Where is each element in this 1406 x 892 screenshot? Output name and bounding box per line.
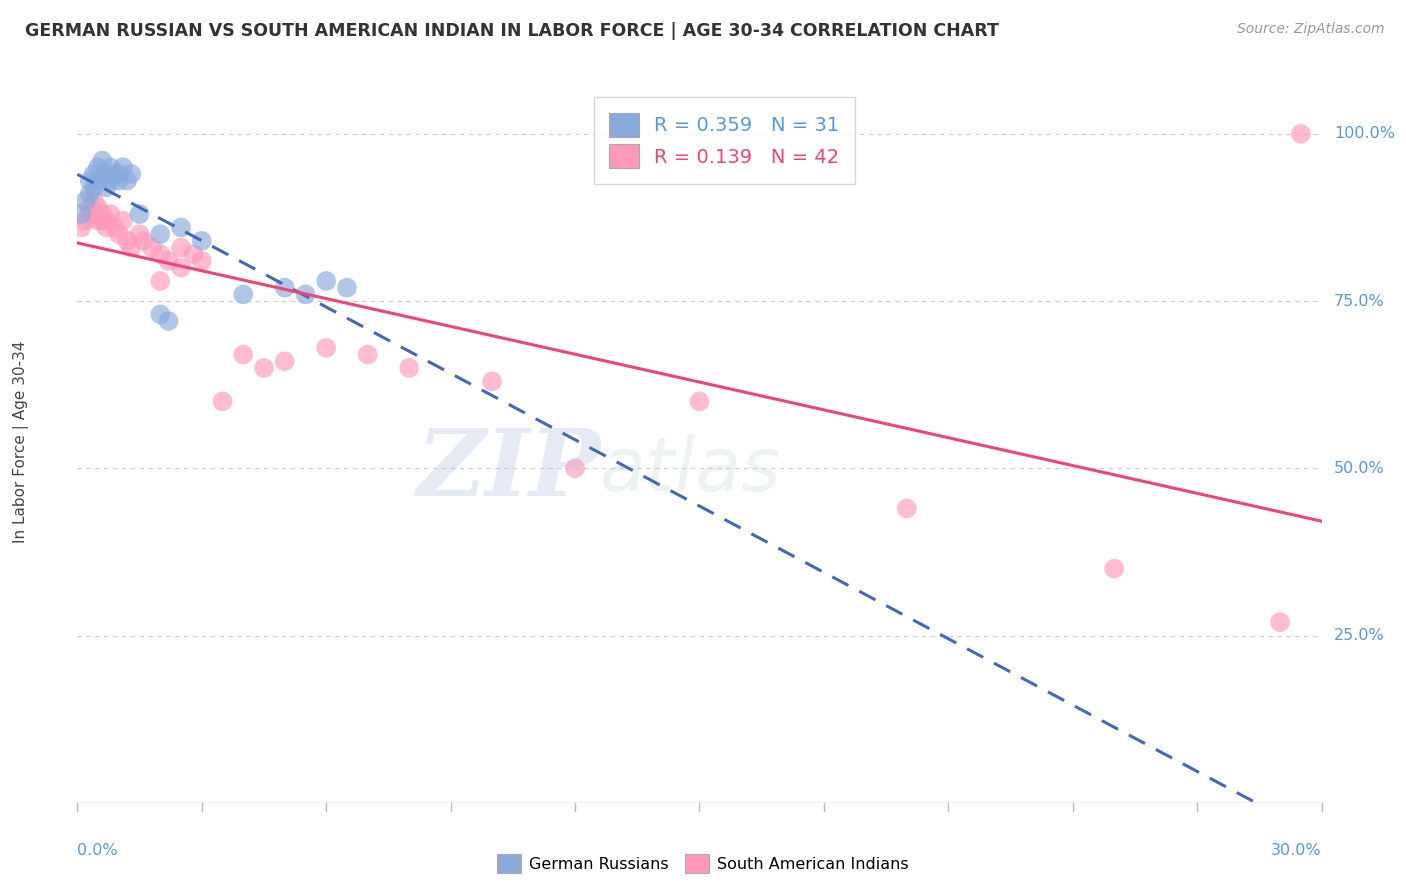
Point bbox=[100, 207, 122, 221]
Point bbox=[75, 214, 97, 228]
Point bbox=[111, 161, 134, 175]
Point bbox=[79, 207, 101, 221]
Point bbox=[120, 167, 142, 181]
Point bbox=[157, 314, 180, 328]
Point bbox=[273, 281, 295, 295]
Text: In Labor Force | Age 30-34: In Labor Force | Age 30-34 bbox=[13, 340, 30, 543]
Point bbox=[100, 173, 122, 188]
Point bbox=[183, 247, 205, 261]
Point bbox=[128, 207, 150, 221]
Point bbox=[87, 173, 110, 188]
Point bbox=[132, 234, 155, 248]
Point bbox=[83, 207, 105, 221]
Point bbox=[104, 220, 127, 235]
Point bbox=[91, 167, 114, 181]
Point bbox=[336, 281, 359, 295]
Point bbox=[75, 194, 97, 208]
Point bbox=[149, 227, 172, 242]
Point bbox=[107, 227, 129, 242]
Point bbox=[1268, 615, 1291, 630]
Point bbox=[79, 201, 101, 215]
Point bbox=[357, 348, 380, 362]
Point bbox=[83, 194, 105, 208]
Point bbox=[149, 247, 172, 261]
Point bbox=[149, 274, 172, 288]
Point bbox=[107, 173, 129, 188]
Point bbox=[96, 214, 118, 228]
Text: atlas: atlas bbox=[600, 434, 782, 507]
Text: 100.0%: 100.0% bbox=[1334, 127, 1395, 141]
Point bbox=[294, 287, 316, 301]
Point bbox=[87, 161, 110, 175]
Point bbox=[190, 234, 214, 248]
Point bbox=[87, 214, 110, 228]
Text: 30.0%: 30.0% bbox=[1271, 843, 1322, 858]
Point bbox=[96, 180, 118, 194]
Point bbox=[315, 341, 337, 355]
Point bbox=[87, 201, 110, 215]
Point bbox=[115, 234, 138, 248]
Point bbox=[111, 214, 134, 228]
Point bbox=[91, 153, 114, 168]
Text: ZIP: ZIP bbox=[416, 425, 600, 516]
Point bbox=[83, 180, 105, 194]
Point bbox=[689, 394, 711, 409]
Point bbox=[149, 307, 172, 322]
Point bbox=[79, 173, 101, 188]
Text: 0.0%: 0.0% bbox=[77, 843, 118, 858]
Point bbox=[170, 241, 193, 255]
Point bbox=[79, 187, 101, 202]
Point bbox=[70, 220, 93, 235]
Point bbox=[100, 161, 122, 175]
Point bbox=[107, 167, 129, 181]
Point bbox=[83, 167, 105, 181]
Point bbox=[104, 167, 127, 181]
Text: Source: ZipAtlas.com: Source: ZipAtlas.com bbox=[1237, 22, 1385, 37]
Point bbox=[232, 348, 254, 362]
Point bbox=[253, 361, 276, 376]
Point bbox=[170, 260, 193, 275]
Point bbox=[564, 461, 586, 475]
Text: 50.0%: 50.0% bbox=[1334, 461, 1385, 475]
Point bbox=[115, 173, 138, 188]
Point bbox=[211, 394, 233, 409]
Legend: R = 0.359   N = 31, R = 0.139   N = 42: R = 0.359 N = 31, R = 0.139 N = 42 bbox=[593, 97, 855, 184]
Point bbox=[896, 501, 918, 516]
Point bbox=[70, 207, 93, 221]
Legend: German Russians, South American Indians: German Russians, South American Indians bbox=[491, 847, 915, 880]
Point bbox=[91, 214, 114, 228]
Text: 75.0%: 75.0% bbox=[1334, 293, 1385, 309]
Point bbox=[273, 354, 295, 368]
Text: GERMAN RUSSIAN VS SOUTH AMERICAN INDIAN IN LABOR FORCE | AGE 30-34 CORRELATION C: GERMAN RUSSIAN VS SOUTH AMERICAN INDIAN … bbox=[25, 22, 1000, 40]
Point bbox=[1289, 127, 1312, 141]
Point bbox=[141, 241, 163, 255]
Point bbox=[157, 254, 180, 268]
Point bbox=[96, 220, 118, 235]
Text: 25.0%: 25.0% bbox=[1334, 628, 1385, 643]
Point bbox=[190, 254, 214, 268]
Point bbox=[120, 241, 142, 255]
Point bbox=[1102, 562, 1125, 576]
Point bbox=[91, 207, 114, 221]
Point bbox=[315, 274, 337, 288]
Point bbox=[481, 375, 503, 389]
Point bbox=[398, 361, 420, 376]
Point bbox=[128, 227, 150, 242]
Point bbox=[96, 167, 118, 181]
Point bbox=[170, 220, 193, 235]
Point bbox=[232, 287, 254, 301]
